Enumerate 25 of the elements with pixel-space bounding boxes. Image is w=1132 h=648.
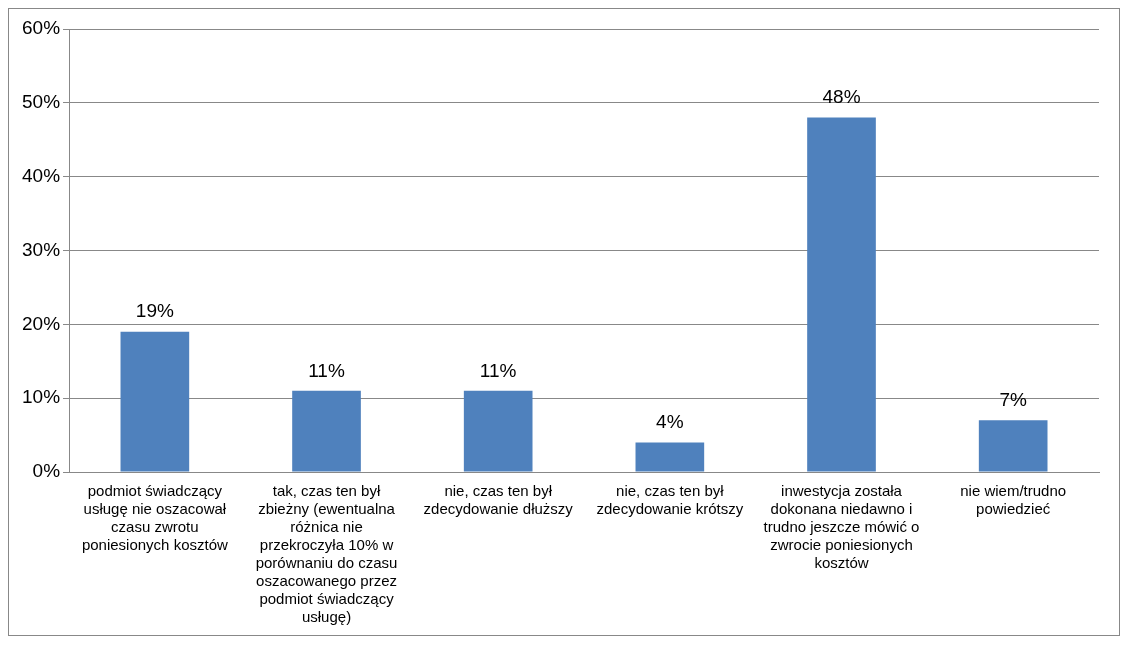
- data-label: 11%: [479, 359, 517, 381]
- bar: [978, 420, 1048, 472]
- data-label: 7%: [999, 389, 1027, 411]
- data-label: 4%: [656, 411, 684, 433]
- bar: [807, 117, 876, 472]
- bar: [120, 331, 190, 472]
- bar: [292, 390, 361, 472]
- y-tick-label: 20%: [22, 312, 61, 334]
- x-tick-label: nie, czas ten był zdecydowanie krótszy: [596, 482, 744, 518]
- data-label: 48%: [822, 86, 861, 108]
- y-tick-label: 40%: [22, 164, 61, 186]
- y-tick-label: 30%: [22, 238, 61, 260]
- bar: [635, 442, 705, 472]
- y-tick-label: 0%: [32, 460, 61, 482]
- data-label: 19%: [135, 300, 174, 322]
- y-tick-label: 60%: [22, 17, 61, 39]
- data-label: 11%: [308, 359, 345, 381]
- x-tick-label: podmiot świadczący usługę nie oszacował czasu zwrotu poniesionych kosztów: [81, 482, 228, 554]
- x-tick-label: inwestycja została dokonana niedawno i trudno jeszcze mówić o zwrocie poniesionych kosztów: [763, 482, 920, 572]
- x-tick-label: nie wiem/trudno powiedzieć: [960, 482, 1067, 518]
- y-tick-label: 10%: [22, 386, 61, 408]
- x-tick-label: tak, czas ten był zbieżny (ewentualna różnica nie przekroczyła 10% w porównaniu do czasu oszacowanego przez podmiot świadczący usługę): [255, 482, 398, 626]
- bar: [463, 390, 533, 472]
- x-tick-label: nie, czas ten był zdecydowanie dłuższy: [423, 482, 574, 518]
- y-tick-label: 50%: [22, 91, 61, 113]
